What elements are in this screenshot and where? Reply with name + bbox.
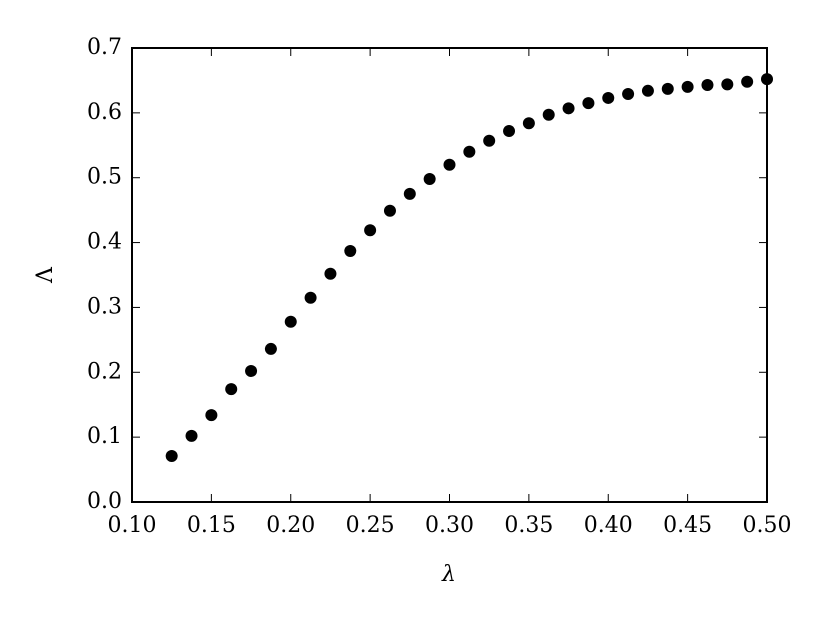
point	[602, 91, 615, 104]
point	[641, 84, 654, 97]
point	[383, 204, 396, 217]
x-axis-label: λ	[441, 562, 456, 587]
point	[503, 125, 516, 138]
point	[205, 409, 218, 422]
point	[304, 291, 317, 304]
y-tick-label: 0.1	[87, 424, 122, 449]
point	[364, 224, 377, 237]
y-tick-label: 0.4	[87, 230, 122, 255]
point	[582, 97, 595, 110]
y-tick-label: 0.3	[87, 294, 122, 319]
y-axis-label: Λ	[33, 266, 58, 284]
point	[522, 117, 535, 130]
x-tick-label: 0.40	[584, 513, 633, 538]
x-tick-label: 0.45	[663, 513, 712, 538]
point	[721, 78, 734, 91]
point	[443, 158, 456, 171]
x-tick-label: 0.35	[504, 513, 553, 538]
x-tick-label: 0.20	[266, 513, 315, 538]
point	[324, 267, 337, 280]
point	[264, 342, 277, 355]
point	[661, 82, 674, 95]
y-tick-label: 0.2	[87, 359, 122, 384]
point	[245, 364, 258, 377]
point	[225, 383, 238, 396]
point	[284, 315, 297, 328]
point	[185, 429, 198, 442]
point	[542, 108, 555, 121]
y-tick-label: 0.5	[87, 165, 122, 190]
point	[463, 145, 476, 158]
point	[681, 80, 694, 93]
y-tick-label: 0.0	[87, 489, 122, 514]
x-tick-label: 0.10	[108, 513, 157, 538]
point	[483, 134, 496, 147]
x-tick-label: 0.30	[425, 513, 474, 538]
plot-frame	[131, 47, 768, 503]
x-tick-label: 0.15	[187, 513, 236, 538]
y-tick-label: 0.6	[87, 100, 122, 125]
x-tick-label: 0.25	[346, 513, 395, 538]
point	[701, 78, 714, 91]
point	[165, 449, 178, 462]
y-tick-label: 0.7	[87, 35, 122, 60]
point	[344, 245, 357, 258]
point	[741, 75, 754, 88]
point	[403, 187, 416, 200]
point	[423, 173, 436, 186]
x-tick-label: 0.50	[743, 513, 792, 538]
point	[622, 88, 635, 101]
point	[562, 102, 575, 115]
